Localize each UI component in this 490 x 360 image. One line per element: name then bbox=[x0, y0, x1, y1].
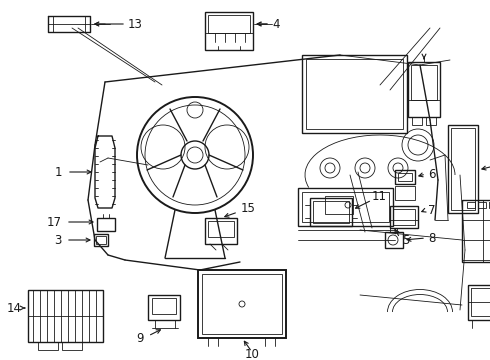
Text: 6: 6 bbox=[428, 167, 436, 180]
Text: 11: 11 bbox=[372, 189, 387, 202]
Bar bbox=[306, 59, 403, 129]
Bar bbox=[302, 55, 407, 133]
Bar bbox=[97, 218, 115, 231]
Bar bbox=[310, 198, 352, 226]
Bar bbox=[198, 270, 286, 338]
Bar bbox=[325, 196, 353, 214]
Text: 8: 8 bbox=[428, 231, 436, 244]
Bar bbox=[462, 200, 490, 262]
Bar bbox=[395, 170, 415, 184]
Bar bbox=[408, 62, 440, 117]
Bar bbox=[208, 15, 250, 33]
Bar bbox=[385, 232, 403, 248]
Bar bbox=[489, 202, 490, 208]
Text: 15: 15 bbox=[241, 202, 255, 215]
Bar bbox=[302, 192, 389, 222]
Bar bbox=[298, 188, 393, 226]
Text: 10: 10 bbox=[245, 347, 259, 360]
Bar bbox=[451, 128, 475, 210]
Bar bbox=[395, 186, 415, 200]
Bar bbox=[152, 298, 176, 314]
Bar bbox=[412, 117, 422, 125]
Bar bbox=[313, 201, 349, 223]
Bar bbox=[393, 209, 415, 225]
Bar bbox=[205, 12, 253, 50]
Text: 4: 4 bbox=[272, 18, 279, 31]
Bar bbox=[426, 117, 436, 125]
Bar bbox=[467, 202, 475, 208]
Bar bbox=[96, 236, 106, 244]
Bar bbox=[448, 125, 478, 213]
Text: 5: 5 bbox=[402, 234, 409, 247]
Text: 9: 9 bbox=[136, 332, 144, 345]
Text: 3: 3 bbox=[54, 234, 62, 247]
Bar bbox=[411, 65, 437, 100]
Bar bbox=[38, 342, 58, 350]
Bar bbox=[468, 285, 490, 320]
Bar bbox=[205, 218, 237, 244]
Bar bbox=[94, 234, 108, 246]
Bar bbox=[208, 221, 234, 237]
Text: 17: 17 bbox=[47, 216, 62, 229]
Text: 13: 13 bbox=[128, 18, 143, 31]
Bar bbox=[390, 206, 418, 228]
Bar bbox=[478, 202, 486, 208]
Bar bbox=[471, 288, 490, 316]
Bar bbox=[202, 274, 282, 334]
Text: 7: 7 bbox=[428, 203, 436, 216]
Text: 14: 14 bbox=[7, 302, 22, 315]
Text: 1: 1 bbox=[54, 166, 62, 179]
Bar bbox=[398, 173, 412, 181]
Bar bbox=[62, 342, 82, 350]
Bar bbox=[148, 295, 180, 320]
Bar bbox=[28, 290, 103, 342]
